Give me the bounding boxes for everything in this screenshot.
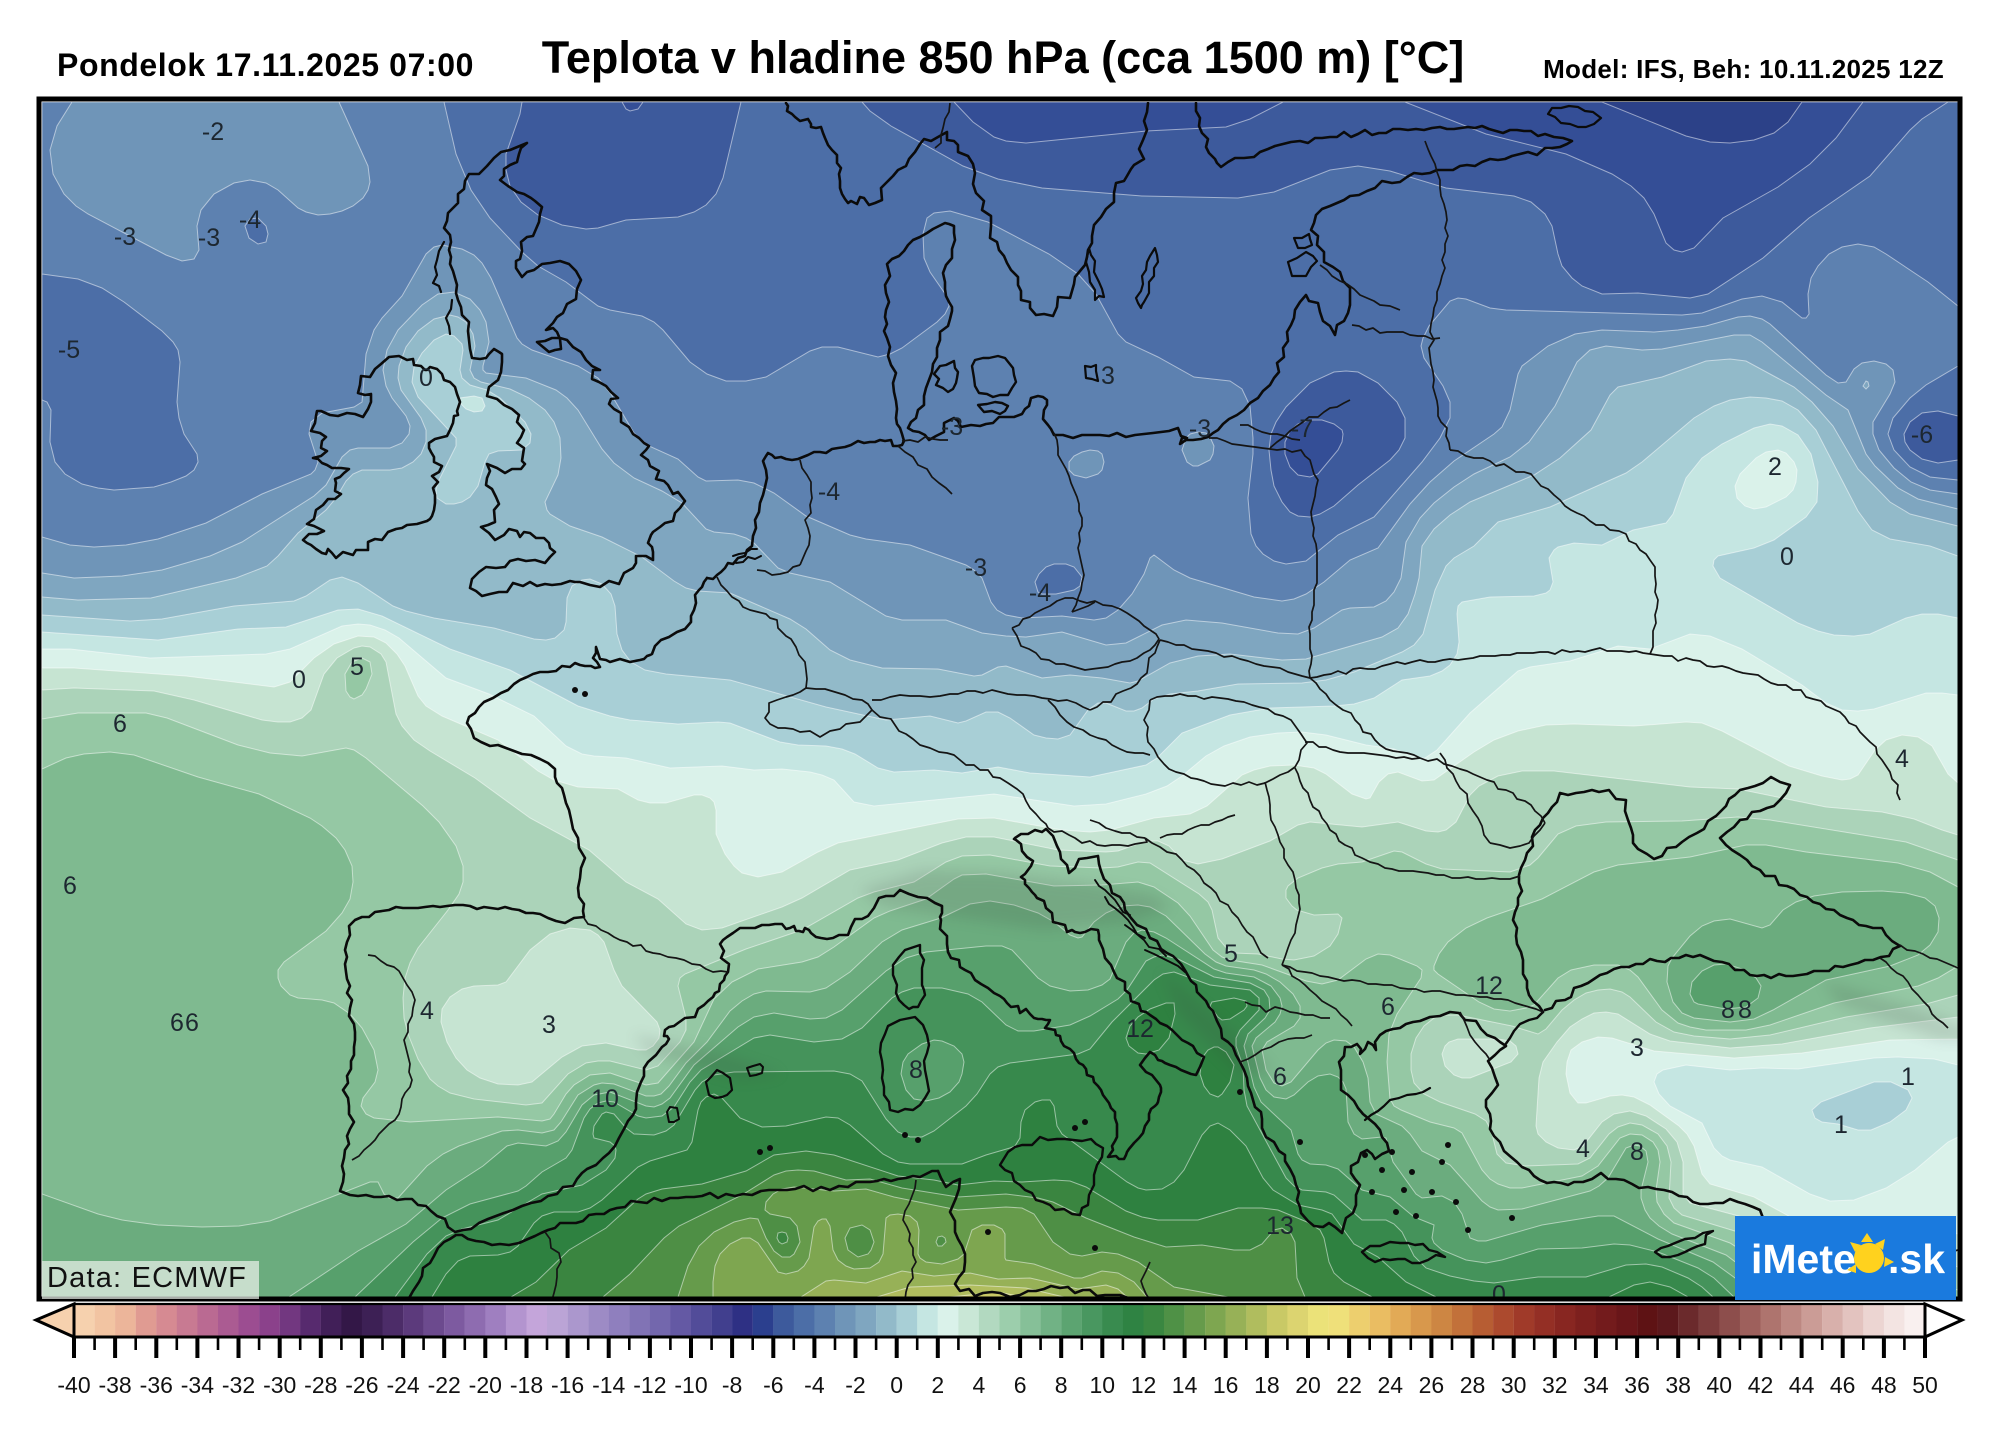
svg-text:36: 36 <box>1624 1372 1650 1398</box>
svg-text:-36: -36 <box>140 1372 173 1398</box>
svg-text:6: 6 <box>1381 993 1395 1021</box>
svg-text:-28: -28 <box>304 1372 337 1398</box>
svg-text:6: 6 <box>63 872 77 900</box>
svg-text:0: 0 <box>1780 543 1794 571</box>
svg-text:-34: -34 <box>181 1372 214 1398</box>
svg-text:4: 4 <box>973 1372 986 1398</box>
svg-text:0: 0 <box>292 666 306 694</box>
svg-text:-3: -3 <box>941 413 963 441</box>
svg-text:4: 4 <box>1576 1135 1590 1163</box>
svg-text:6: 6 <box>113 710 127 738</box>
svg-text:0: 0 <box>419 364 433 392</box>
svg-text:8: 8 <box>1055 1372 1068 1398</box>
svg-text:6: 6 <box>185 1009 199 1037</box>
svg-text:-8: -8 <box>722 1372 742 1398</box>
svg-text:6: 6 <box>1273 1063 1287 1091</box>
svg-text:12: 12 <box>1126 1015 1154 1043</box>
svg-text:-40: -40 <box>57 1372 90 1398</box>
svg-text:-4: -4 <box>804 1372 825 1398</box>
svg-text:4: 4 <box>420 997 434 1025</box>
svg-text:-3: -3 <box>198 224 220 252</box>
svg-text:6: 6 <box>170 1009 184 1037</box>
svg-text:-38: -38 <box>98 1372 131 1398</box>
svg-text:14: 14 <box>1172 1372 1198 1398</box>
svg-text:18: 18 <box>1254 1372 1280 1398</box>
svg-text:3: 3 <box>542 1011 556 1039</box>
svg-text:5: 5 <box>350 653 364 681</box>
svg-text:46: 46 <box>1830 1372 1856 1398</box>
svg-text:0: 0 <box>890 1372 903 1398</box>
svg-text:30: 30 <box>1501 1372 1527 1398</box>
svg-text:-14: -14 <box>592 1372 625 1398</box>
svg-text:-2: -2 <box>202 118 224 146</box>
svg-text:13: 13 <box>1266 1212 1294 1240</box>
svg-text:-4: -4 <box>1029 579 1051 607</box>
svg-text:6: 6 <box>1014 1372 1027 1398</box>
svg-text:-12: -12 <box>633 1372 666 1398</box>
svg-text:40: 40 <box>1707 1372 1733 1398</box>
svg-text:5: 5 <box>1224 940 1238 968</box>
svg-text:0: 0 <box>1492 1281 1506 1309</box>
svg-text:1: 1 <box>1834 1111 1848 1139</box>
svg-text:iMete: iMete <box>1751 1236 1856 1282</box>
svg-text:12: 12 <box>1131 1372 1157 1398</box>
svg-text:26: 26 <box>1419 1372 1445 1398</box>
svg-text:-6: -6 <box>763 1372 783 1398</box>
svg-text:10: 10 <box>591 1085 619 1113</box>
svg-text:10: 10 <box>1090 1372 1116 1398</box>
svg-text:2: 2 <box>931 1372 944 1398</box>
svg-text:-20: -20 <box>469 1372 502 1398</box>
svg-text:-30: -30 <box>263 1372 296 1398</box>
svg-text:-26: -26 <box>345 1372 378 1398</box>
svg-text:16: 16 <box>1213 1372 1239 1398</box>
svg-text:-22: -22 <box>428 1372 461 1398</box>
svg-text:-3: -3 <box>1189 415 1211 443</box>
svg-text:3: 3 <box>1101 362 1115 390</box>
svg-text:-7: -7 <box>1291 415 1313 443</box>
svg-text:4: 4 <box>1895 745 1909 773</box>
svg-text:3: 3 <box>1630 1034 1644 1062</box>
svg-text:-4: -4 <box>239 206 261 234</box>
svg-text:-3: -3 <box>114 223 136 251</box>
svg-text:-6: -6 <box>1911 421 1933 449</box>
svg-text:-24: -24 <box>386 1372 419 1398</box>
svg-text:12: 12 <box>1475 972 1503 1000</box>
svg-text:38: 38 <box>1665 1372 1691 1398</box>
svg-text:-2: -2 <box>845 1372 865 1398</box>
svg-text:50: 50 <box>1912 1372 1938 1398</box>
svg-text:28: 28 <box>1460 1372 1486 1398</box>
svg-text:-5: -5 <box>58 336 80 364</box>
svg-text:42: 42 <box>1748 1372 1774 1398</box>
svg-text:8: 8 <box>1738 996 1752 1024</box>
svg-text:32: 32 <box>1542 1372 1568 1398</box>
svg-text:-16: -16 <box>551 1372 584 1398</box>
svg-text:-32: -32 <box>222 1372 255 1398</box>
svg-text:-10: -10 <box>674 1372 707 1398</box>
svg-text:-3: -3 <box>965 554 987 582</box>
svg-text:20: 20 <box>1295 1372 1321 1398</box>
svg-text:22: 22 <box>1336 1372 1362 1398</box>
svg-text:.sk: .sk <box>1888 1236 1945 1282</box>
svg-text:34: 34 <box>1583 1372 1609 1398</box>
svg-text:-4: -4 <box>818 478 840 506</box>
svg-text:48: 48 <box>1871 1372 1897 1398</box>
svg-text:2: 2 <box>1768 453 1782 481</box>
svg-text:8: 8 <box>1721 996 1735 1024</box>
svg-text:1: 1 <box>1901 1063 1915 1091</box>
svg-text:-18: -18 <box>510 1372 543 1398</box>
svg-text:8: 8 <box>1630 1138 1644 1166</box>
svg-text:8: 8 <box>909 1056 923 1084</box>
svg-text:24: 24 <box>1378 1372 1404 1398</box>
svg-text:44: 44 <box>1789 1372 1815 1398</box>
